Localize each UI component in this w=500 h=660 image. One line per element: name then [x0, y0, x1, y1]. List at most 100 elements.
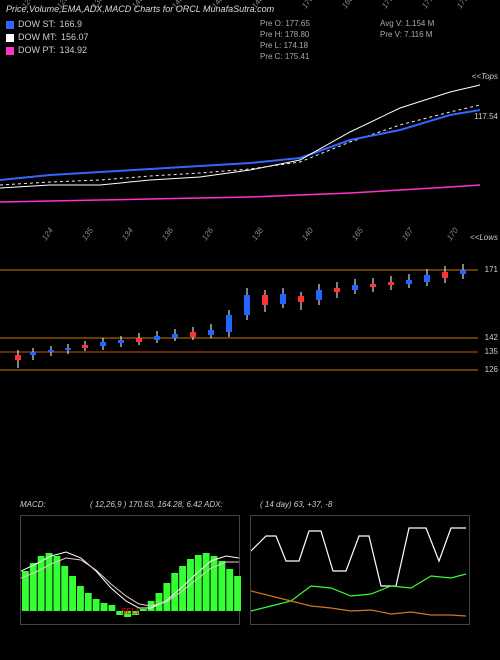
lower-xtick: 167 [400, 226, 415, 242]
macd-title: MACD: [20, 500, 46, 509]
macd-bar [163, 583, 170, 611]
candle-body [65, 348, 71, 350]
macd-bar [101, 603, 108, 611]
macd-bar [203, 553, 210, 611]
adx-svg [251, 516, 471, 626]
lower-xtick: 136 [160, 226, 175, 242]
stat-prevol: Pre V: 7.116 M [380, 29, 434, 40]
candle-body [298, 296, 304, 302]
candle-body [172, 334, 178, 338]
lower-xtick: 135 [80, 226, 95, 242]
macd-panel: SELL [20, 515, 240, 625]
macd-bar [61, 566, 68, 611]
candle-body [316, 290, 322, 300]
price-xtick: 179 [380, 0, 395, 10]
candle-body [334, 288, 340, 292]
macd-bar [53, 556, 60, 611]
candle-body [244, 295, 250, 315]
candle-body [190, 332, 196, 337]
lower-axis-panel: 124135134136126138140165167170 <<Lows [0, 215, 500, 255]
indicator-labels: MACD: ( 12,26,9 ) 170.63, 164.28, 6.42 A… [0, 500, 500, 514]
price-xtick: 168 [340, 0, 355, 10]
candle-body [154, 336, 160, 340]
candle-body [208, 330, 214, 335]
candle-body [424, 275, 430, 282]
macd-bar [77, 586, 84, 611]
adx-white-line [251, 528, 466, 586]
line-white [0, 85, 480, 188]
candle-body [280, 294, 286, 304]
lower-xtick: 126 [200, 226, 215, 242]
macd-bar [195, 555, 202, 611]
candle-svg [0, 260, 500, 390]
macd-bar [46, 553, 53, 611]
lower-xtick: 138 [250, 226, 265, 242]
candle-body [82, 345, 88, 348]
legend-st-label: DOW ST: [18, 18, 56, 31]
stat-avgvol: Avg V: 1.154 M [380, 18, 434, 29]
candle-panel: 171 142 135 126 [0, 260, 500, 390]
volume-stats: Avg V: 1.154 M Pre V: 7.116 M [380, 18, 434, 40]
macd-bar [218, 561, 225, 611]
legend-st-value: 166.9 [60, 18, 83, 31]
candle-body [30, 352, 36, 355]
macd-bar [234, 576, 241, 611]
legend-pt: DOW PT: 134.92 [6, 44, 89, 57]
macd-bar [108, 605, 115, 611]
legend-pt-value: 134.92 [60, 44, 88, 57]
swatch-pt [6, 47, 14, 55]
hline-label: 142 [485, 333, 498, 342]
macd-bar [140, 609, 147, 611]
candle-body [262, 295, 268, 305]
price-xtick: 171 [420, 0, 435, 10]
hline-label: 135 [485, 347, 498, 356]
macd-bar [38, 556, 45, 611]
swatch-st [6, 21, 14, 29]
line-pink [0, 185, 480, 202]
legend-mt: DOW MT: 156.07 [6, 31, 89, 44]
candle-body [136, 338, 142, 342]
macd-svg: SELL [21, 516, 241, 626]
macd-bar [93, 599, 100, 611]
price-last-label: 117.54 [474, 112, 498, 121]
lower-xtick: 165 [350, 226, 365, 242]
sell-tag: SELL [121, 607, 141, 616]
legend-mt-value: 156.07 [61, 31, 89, 44]
candle-body [442, 272, 448, 278]
candle-body [48, 350, 54, 352]
ohlc-stats: Pre O: 177.65 Pre H: 178.80 Pre L: 174.1… [260, 18, 310, 62]
macd-params: ( 12,26,9 ) 170.63, 164.28, 6.42 ADX: [90, 500, 223, 509]
lower-xtick: 170 [445, 226, 460, 242]
price-xtick: 170 [300, 0, 315, 10]
price-svg [0, 70, 500, 210]
macd-bar [69, 576, 76, 611]
price-panel: 117.54 <<Tops 12412613014314314014817016… [0, 70, 500, 210]
swatch-mt [6, 34, 14, 42]
stat-open: Pre O: 177.65 [260, 18, 310, 29]
lower-xtick: 124 [40, 226, 55, 242]
legend-mt-label: DOW MT: [18, 31, 57, 44]
legend-block: DOW ST: 166.9 DOW MT: 156.07 DOW PT: 134… [6, 18, 89, 57]
stat-high: Pre H: 178.80 [260, 29, 310, 40]
candle-body [100, 342, 106, 346]
hline-label: 126 [485, 365, 498, 374]
candle-body [460, 270, 466, 274]
price-xtick: 175 [455, 0, 470, 10]
lower-xtick: 140 [300, 226, 315, 242]
candle-body [15, 355, 21, 360]
lows-label: <<Lows [470, 233, 498, 242]
adx-panel [250, 515, 470, 625]
macd-bar [85, 593, 92, 611]
stat-low: Pre L: 174.18 [260, 40, 310, 51]
candle-body [406, 280, 412, 284]
legend-st: DOW ST: 166.9 [6, 18, 89, 31]
adx-params: ( 14 day) 63, +37, -8 [260, 500, 332, 509]
candle-body [226, 315, 232, 332]
hline-label: 171 [485, 265, 498, 274]
macd-bar [211, 556, 218, 611]
legend-pt-label: DOW PT: [18, 44, 56, 57]
candle-body [370, 284, 376, 287]
candle-body [118, 340, 124, 343]
macd-bar [30, 563, 37, 611]
macd-bar [226, 569, 233, 611]
